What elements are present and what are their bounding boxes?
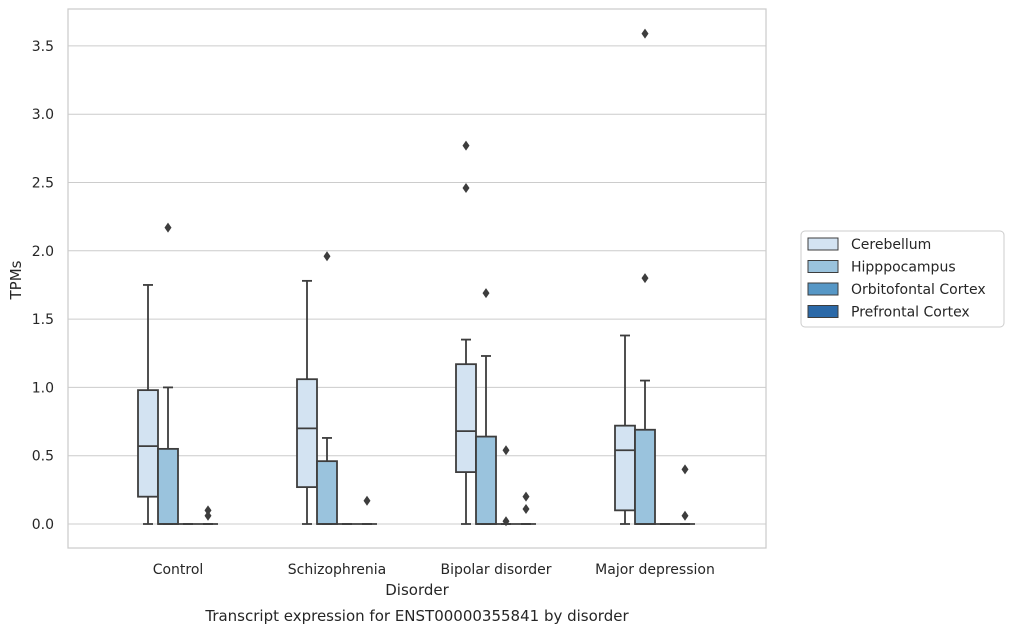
outlier-point bbox=[502, 516, 510, 527]
x-tick-label: Control bbox=[153, 562, 204, 578]
box bbox=[455, 363, 477, 473]
outlier-point bbox=[502, 445, 510, 456]
y-tick-label: 3.5 bbox=[32, 39, 54, 55]
legend-frame bbox=[800, 230, 1005, 328]
outlier-point bbox=[204, 505, 212, 516]
y-axis-ticks: 0.0 0.5 1.0 1.5 2.0 2.5 3.0 3.5 bbox=[32, 39, 54, 533]
y-tick-label: 3.0 bbox=[32, 107, 54, 123]
box bbox=[157, 447, 179, 525]
outlier-point bbox=[462, 140, 470, 151]
outlier-point bbox=[681, 464, 689, 475]
outlier-point bbox=[482, 288, 490, 299]
x-tick-label: Major depression bbox=[595, 562, 715, 578]
legend-swatch bbox=[807, 305, 839, 318]
outlier-point bbox=[323, 251, 331, 262]
box bbox=[475, 435, 497, 525]
outlier-point bbox=[164, 222, 172, 233]
outlier-point bbox=[641, 28, 649, 39]
box bbox=[296, 378, 318, 489]
plot-frame bbox=[67, 8, 767, 549]
legend-swatch bbox=[807, 282, 839, 296]
outlier-point bbox=[204, 510, 212, 521]
legend-label: Orbitofontal Cortex bbox=[851, 282, 986, 298]
x-axis-ticks: Control Schizophrenia Bipolar disorder Majo… bbox=[153, 562, 715, 578]
y-tick-label: 0.5 bbox=[32, 449, 54, 465]
outlier-point bbox=[462, 182, 470, 193]
series-1 bbox=[157, 28, 656, 525]
series-3 bbox=[198, 464, 695, 525]
box bbox=[316, 460, 338, 525]
legend-label: Hipppocampus bbox=[851, 260, 956, 276]
x-axis-label: Disorder bbox=[385, 581, 449, 599]
legend-swatch bbox=[807, 237, 839, 251]
legend-swatch bbox=[807, 260, 839, 273]
box bbox=[634, 428, 656, 525]
x-tick-label: Bipolar disorder bbox=[440, 562, 551, 578]
y-tick-label: 2.5 bbox=[32, 176, 54, 192]
box-series-group bbox=[137, 28, 695, 527]
series-0 bbox=[137, 140, 636, 525]
outlier-point bbox=[522, 491, 530, 502]
series-2 bbox=[178, 445, 675, 527]
box bbox=[137, 389, 159, 498]
y-tick-label: 0.0 bbox=[32, 517, 54, 533]
outlier-point bbox=[363, 495, 371, 506]
y-tick-label: 1.5 bbox=[32, 312, 54, 328]
y-tick-label: 2.0 bbox=[32, 244, 54, 260]
legend-label: Cerebellum bbox=[851, 237, 931, 253]
y-axis-label: TPMs bbox=[7, 260, 25, 300]
box bbox=[614, 424, 636, 512]
chart-title: Transcript expression for ENST0000035584… bbox=[204, 607, 629, 625]
x-tick-label: Schizophrenia bbox=[288, 562, 386, 578]
legend: Cerebellum Hipppocampus Orbitofontal Corte… bbox=[800, 230, 1005, 328]
outlier-point bbox=[681, 510, 689, 521]
outlier-point bbox=[522, 503, 530, 514]
legend-label: Prefrontal Cortex bbox=[851, 305, 970, 321]
outlier-point bbox=[641, 273, 649, 284]
y-tick-label: 1.0 bbox=[32, 380, 54, 396]
